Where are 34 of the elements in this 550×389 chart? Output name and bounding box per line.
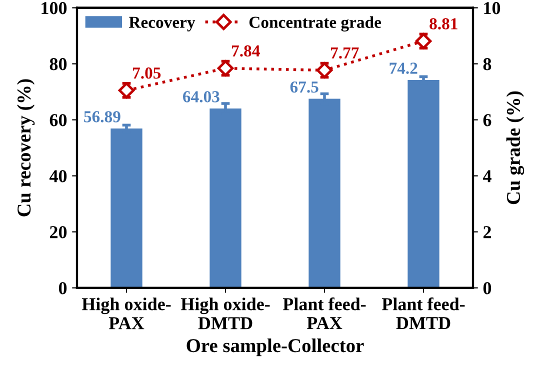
legend-label: Concentrate grade	[249, 16, 382, 32]
x-tick-label: High oxide- DMTD	[180, 298, 270, 330]
y-axis-title: Cu recovery (%)	[16, 79, 35, 216]
y-tick-label: 0	[58, 282, 67, 294]
data-label: 7.05	[133, 67, 161, 79]
x-tick-label: Plant feed- PAX	[282, 297, 366, 329]
data-label: 7.77	[331, 47, 359, 59]
y2-tick-label: 0	[483, 282, 492, 294]
x-tick-label: Plant feed- DMTD	[382, 297, 465, 330]
y2-tick-label: 2	[483, 226, 491, 238]
y-tick-label: 100	[42, 2, 67, 14]
y2-tick-label: 4	[482, 170, 492, 182]
data-label: 7.84	[232, 45, 260, 57]
bar	[408, 80, 440, 288]
y2-tick-label: 10	[484, 2, 500, 14]
bar	[308, 98, 340, 288]
point	[316, 62, 333, 78]
y-tick-label: 80	[50, 58, 67, 70]
y2-axis-title: Cu grade (%)	[506, 91, 524, 204]
x-tick-label: High oxide- PAX	[82, 298, 171, 330]
data-label: 64.03	[183, 91, 220, 102]
y2-tick-label: 6	[483, 114, 492, 126]
x-axis-title: Ore sample-Collector	[186, 338, 364, 356]
y2-tick-label: 8	[483, 58, 492, 70]
y-tick-label: 60	[50, 114, 67, 126]
data-label: 74.2	[390, 62, 418, 74]
bar	[210, 108, 242, 288]
data-label: 56.89	[84, 111, 120, 122]
legend-label: Recovery	[128, 16, 196, 32]
data-label: 67.5	[290, 81, 318, 93]
data-label: 8.81	[430, 18, 458, 30]
bar	[110, 128, 142, 288]
y-tick-label: 40	[49, 170, 67, 182]
y-tick-label: 20	[50, 226, 67, 238]
